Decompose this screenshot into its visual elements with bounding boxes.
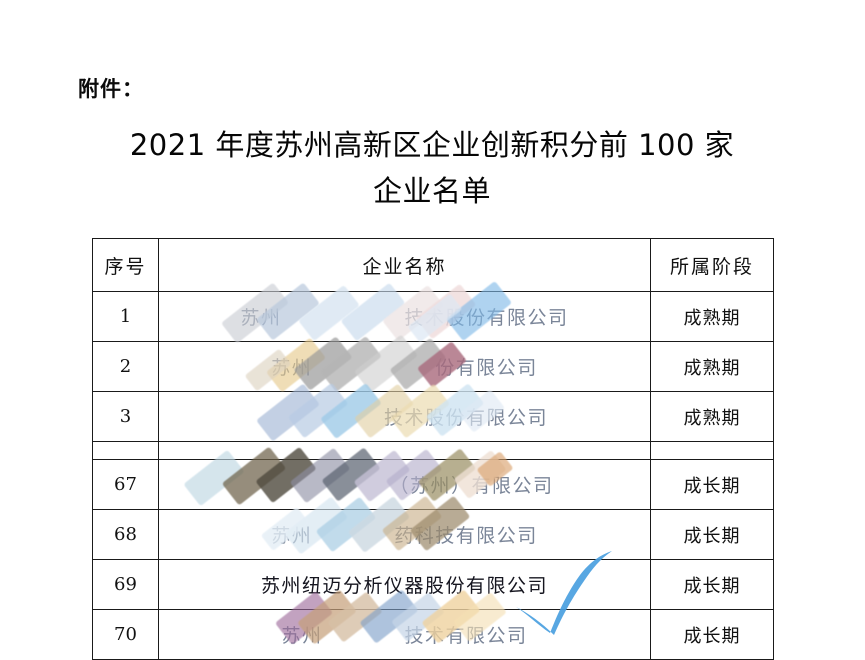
gap-cell-index — [92, 441, 159, 460]
row-index-cell: 69 — [92, 559, 159, 610]
column-header-company-name: 企业名称 — [158, 238, 651, 292]
company-list-table-wrap: 序号 企业名称 所属阶段 1 苏州 技术股份有限公司 成熟期 2 苏州 份有限公司 成熟期… — [92, 238, 774, 660]
row-index-cell: 2 — [92, 341, 159, 392]
company-name-cell: 苏州 份有限公司 — [158, 341, 651, 392]
company-name-redacted: 苏州 份有限公司 — [271, 357, 538, 379]
gap-cell-name — [158, 441, 651, 460]
table-row[interactable]: 3 技术股份有限公司 成熟期 — [92, 391, 774, 442]
company-name-redacted: 技术股份有限公司 — [260, 407, 548, 429]
company-name-redacted: （苏州）有限公司 — [255, 475, 554, 497]
title-line-2: 企业名单 — [372, 174, 491, 208]
table-gap-row — [92, 441, 774, 460]
company-name-cell: 苏州纽迈分析仪器股份有限公司 — [158, 559, 651, 610]
title-line-1: 2021 年度苏州高新区企业创新积分前 100 家 — [129, 128, 735, 162]
row-index-cell: 68 — [92, 509, 159, 560]
column-header-index: 序号 — [92, 238, 159, 292]
row-index-cell: 1 — [92, 291, 159, 342]
company-list-table: 序号 企业名称 所属阶段 1 苏州 技术股份有限公司 成熟期 2 苏州 份有限公司 成熟期… — [92, 238, 774, 660]
attachment-label: 附件： — [78, 77, 144, 101]
company-name-redacted: 苏州 药科技有限公司 — [271, 525, 538, 547]
row-index-cell: 3 — [92, 391, 159, 442]
stage-cell: 成熟期 — [650, 391, 774, 442]
stage-cell: 成熟期 — [650, 291, 774, 342]
table-row[interactable]: 70 苏州 技术有限公司 成长期 — [92, 609, 774, 660]
company-name-cell: 技术股份有限公司 — [158, 391, 651, 442]
table-header: 序号 企业名称 所属阶段 — [92, 238, 774, 292]
page-title: 2021 年度苏州高新区企业创新积分前 100 家 企业名单 — [92, 122, 772, 214]
table-body: 1 苏州 技术股份有限公司 成熟期 2 苏州 份有限公司 成熟期 3 技术股份有限公司 成熟期… — [92, 291, 774, 660]
company-name-redacted: 苏州 技术股份有限公司 — [240, 307, 569, 329]
stage-cell: 成长期 — [650, 459, 774, 510]
column-header-stage: 所属阶段 — [650, 238, 774, 292]
gap-cell-stage — [650, 441, 774, 460]
company-name-text: 苏州纽迈分析仪器股份有限公司 — [260, 575, 548, 597]
company-name-redacted: 苏州 技术有限公司 — [281, 625, 528, 647]
stage-cell: 成长期 — [650, 559, 774, 610]
row-index-cell: 70 — [92, 609, 159, 660]
table-header-row: 序号 企业名称 所属阶段 — [92, 238, 774, 292]
stage-cell: 成长期 — [650, 509, 774, 560]
table-row[interactable]: 1 苏州 技术股份有限公司 成熟期 — [92, 291, 774, 342]
company-name-cell: 苏州 技术股份有限公司 — [158, 291, 651, 342]
company-name-cell: 苏州 技术有限公司 — [158, 609, 651, 660]
table-row[interactable]: 69 苏州纽迈分析仪器股份有限公司 成长期 — [92, 559, 774, 610]
row-index-cell: 67 — [92, 459, 159, 510]
company-name-cell: （苏州）有限公司 — [158, 459, 651, 510]
table-row[interactable]: 68 苏州 药科技有限公司 成长期 — [92, 509, 774, 560]
stage-cell: 成长期 — [650, 609, 774, 660]
table-row[interactable]: 2 苏州 份有限公司 成熟期 — [92, 341, 774, 392]
stage-cell: 成熟期 — [650, 341, 774, 392]
company-name-cell: 苏州 药科技有限公司 — [158, 509, 651, 560]
table-row[interactable]: 67 （苏州）有限公司 成长期 — [92, 459, 774, 510]
